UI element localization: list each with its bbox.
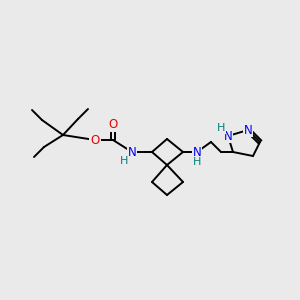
Text: N: N [244, 124, 252, 136]
Text: O: O [90, 134, 100, 146]
Text: H: H [217, 123, 225, 133]
Text: N: N [224, 130, 232, 142]
Text: H: H [193, 157, 201, 167]
Text: N: N [128, 146, 136, 158]
Text: O: O [108, 118, 118, 131]
Text: N: N [193, 146, 201, 158]
Text: H: H [120, 156, 128, 166]
